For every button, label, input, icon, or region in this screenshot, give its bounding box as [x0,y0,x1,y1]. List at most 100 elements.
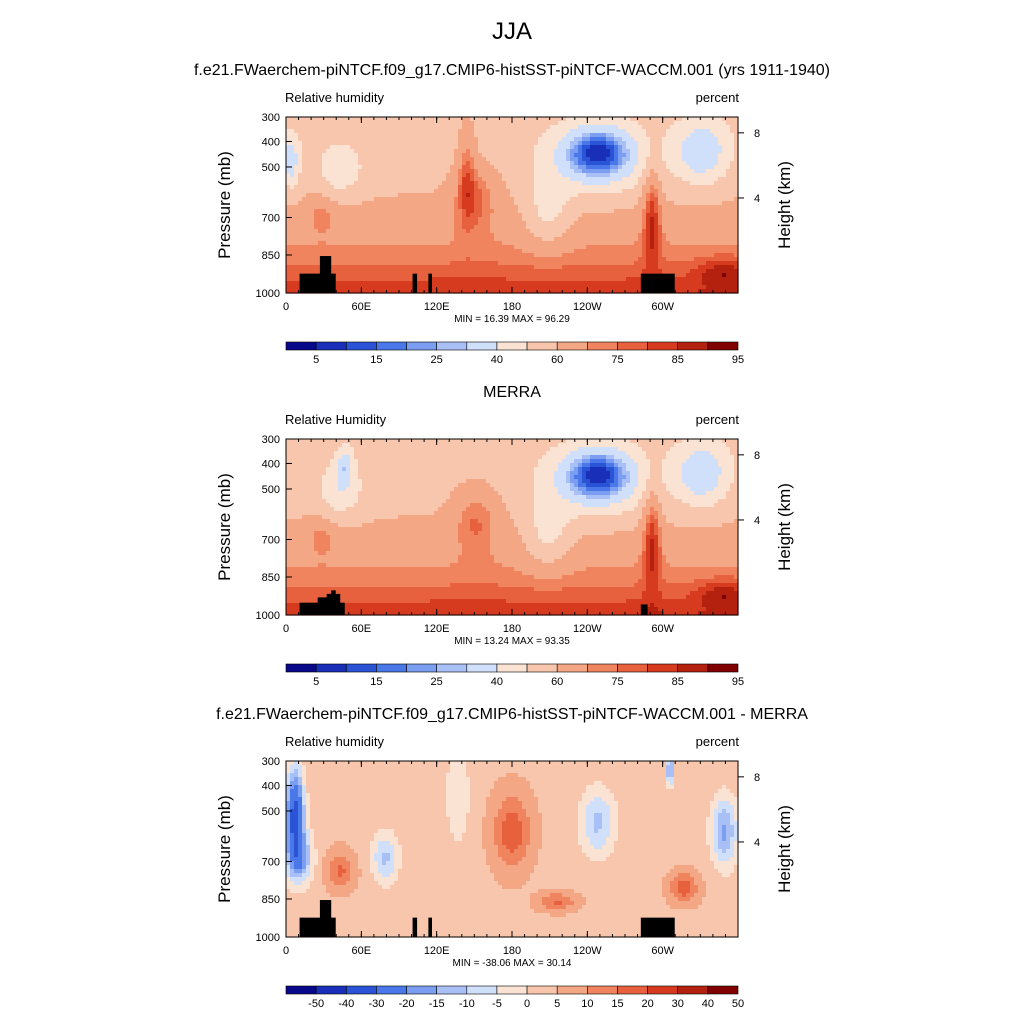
contour-cell [682,129,687,134]
contour-cell [694,269,699,274]
contour-cell [546,209,551,214]
contour-cell [714,213,719,218]
contour-cell [562,289,567,294]
contour-cell [422,181,427,186]
contour-cell [474,141,479,146]
contour-cell [678,209,683,214]
contour-cell [430,233,435,238]
contour-cell [530,281,535,286]
contour-cell [474,245,479,250]
contour-cell [498,193,503,198]
contour-cell [490,197,495,202]
contour-cell [614,133,619,138]
contour-cell [650,125,655,130]
contour-cell [458,209,463,214]
contour-cell [522,133,527,138]
contour-cell [482,229,487,234]
contour-cell [298,213,303,218]
contour-cell [358,141,363,146]
contour-cell [674,225,679,230]
contour-cell [330,225,335,230]
contour-cell [606,181,611,186]
contour-cell [634,133,639,138]
contour-cell [534,193,539,198]
contour-cell [694,145,699,150]
contour-cell [642,129,647,134]
contour-cell [358,197,363,202]
contour-cell [434,181,439,186]
contour-cell [510,133,515,138]
contour-cell [638,181,643,186]
contour-cell [690,209,695,214]
contour-cell [534,177,539,182]
contour-cell [422,121,427,126]
contour-cell [366,225,371,230]
contour-cell [730,285,735,290]
contour-cell [426,201,431,206]
contour-cell [606,185,611,190]
contour-cell [406,205,411,210]
contour-cell [550,249,555,254]
contour-cell [482,201,487,206]
contour-cell [578,181,583,186]
contour-cell [714,201,719,206]
contour-cell [678,289,683,294]
contour-cell [462,177,467,182]
contour-cell [574,149,579,154]
contour-cell [646,237,651,242]
contour-cell [406,169,411,174]
contour-cell [414,217,419,222]
contour-cell [322,193,327,198]
contour-cell [498,133,503,138]
contour-cell [586,117,591,122]
contour-cell [562,177,567,182]
contour-cell [666,157,671,162]
contour-cell [426,161,431,166]
contour-cell [702,153,707,158]
contour-cell [530,161,535,166]
contour-cell [694,237,699,242]
contour-cell [586,273,591,278]
contour-cell [714,245,719,250]
contour-cell [690,161,695,166]
contour-cell [666,145,671,150]
contour-cell [366,185,371,190]
contour-cell [442,261,447,266]
contour-cell [642,157,647,162]
contour-cell [354,193,359,198]
contour-cell [502,257,507,262]
contour-cell [526,221,531,226]
contour-cell [490,213,495,218]
contour-cell [306,209,311,214]
contour-cell [510,209,515,214]
contour-cell [382,277,387,282]
contour-cell [438,249,443,254]
contour-cell [370,189,375,194]
contour-cell [666,161,671,166]
contour-cell [582,153,587,158]
contour-cell [458,245,463,250]
contour-cell [486,137,491,142]
contour-cell [442,177,447,182]
contour-cell [642,245,647,250]
contour-cell [514,233,519,238]
contour-cell [366,245,371,250]
contour-cell [618,221,623,226]
contour-cell [626,145,631,150]
contour-cell [598,269,603,274]
contour-cell [606,133,611,138]
contour-cell [418,229,423,234]
contour-cell [646,253,651,258]
contour-cell [578,153,583,158]
contour-cell [394,157,399,162]
contour-cell [542,181,547,186]
contour-cell [678,249,683,254]
contour-cell [690,237,695,242]
contour-cell [482,137,487,142]
contour-cell [294,133,299,138]
contour-cell [578,133,583,138]
contour-cell [542,193,547,198]
contour-cell [482,289,487,294]
contour-cell [526,205,531,210]
contour-cell [730,189,735,194]
